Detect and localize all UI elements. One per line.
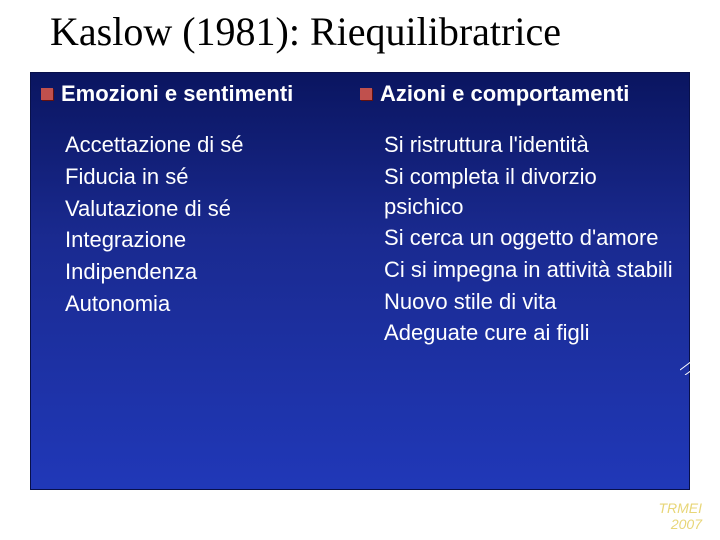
- slide-title: Kaslow (1981): Riequilibratrice: [50, 10, 700, 54]
- list-item: Nuovo stile di vita: [384, 287, 679, 317]
- slide: Kaslow (1981): Riequilibratrice Emozioni…: [0, 0, 720, 540]
- column-right: Azioni e comportamenti Si ristruttura l'…: [360, 81, 679, 350]
- list-item: Accettazione di sé: [65, 130, 340, 160]
- column-right-list: Si ristruttura l'identità Si completa il…: [384, 130, 679, 348]
- list-item: Si cerca un oggetto d'amore: [384, 223, 679, 253]
- columns: Emozioni e sentimenti Accettazione di sé…: [41, 81, 679, 350]
- list-item: Autonomia: [65, 289, 340, 319]
- watermark-line2: 2007: [658, 517, 702, 532]
- column-left: Emozioni e sentimenti Accettazione di sé…: [41, 81, 340, 350]
- watermark: TRMEI 2007: [658, 501, 702, 532]
- column-right-heading: Azioni e comportamenti: [380, 81, 629, 106]
- list-item: Fiducia in sé: [65, 162, 340, 192]
- column-left-heading: Emozioni e sentimenti: [61, 81, 293, 106]
- list-item: Si ristruttura l'identità: [384, 130, 679, 160]
- column-left-list: Accettazione di sé Fiducia in sé Valutaz…: [65, 130, 340, 318]
- watermark-line1: TRMEI: [658, 501, 702, 516]
- list-item: Si completa il divorzio psichico: [384, 162, 679, 221]
- list-item: Indipendenza: [65, 257, 340, 287]
- list-item: Adeguate cure ai figli: [384, 318, 679, 348]
- bullet-icon: [41, 88, 53, 100]
- list-item: Ci si impegna in attività stabili: [384, 255, 679, 285]
- column-left-heading-row: Emozioni e sentimenti: [41, 81, 340, 106]
- bullet-icon: [360, 88, 372, 100]
- list-item: Valutazione di sé: [65, 194, 340, 224]
- list-item: Integrazione: [65, 225, 340, 255]
- content-box: Emozioni e sentimenti Accettazione di sé…: [30, 72, 690, 490]
- column-right-heading-row: Azioni e comportamenti: [360, 81, 679, 106]
